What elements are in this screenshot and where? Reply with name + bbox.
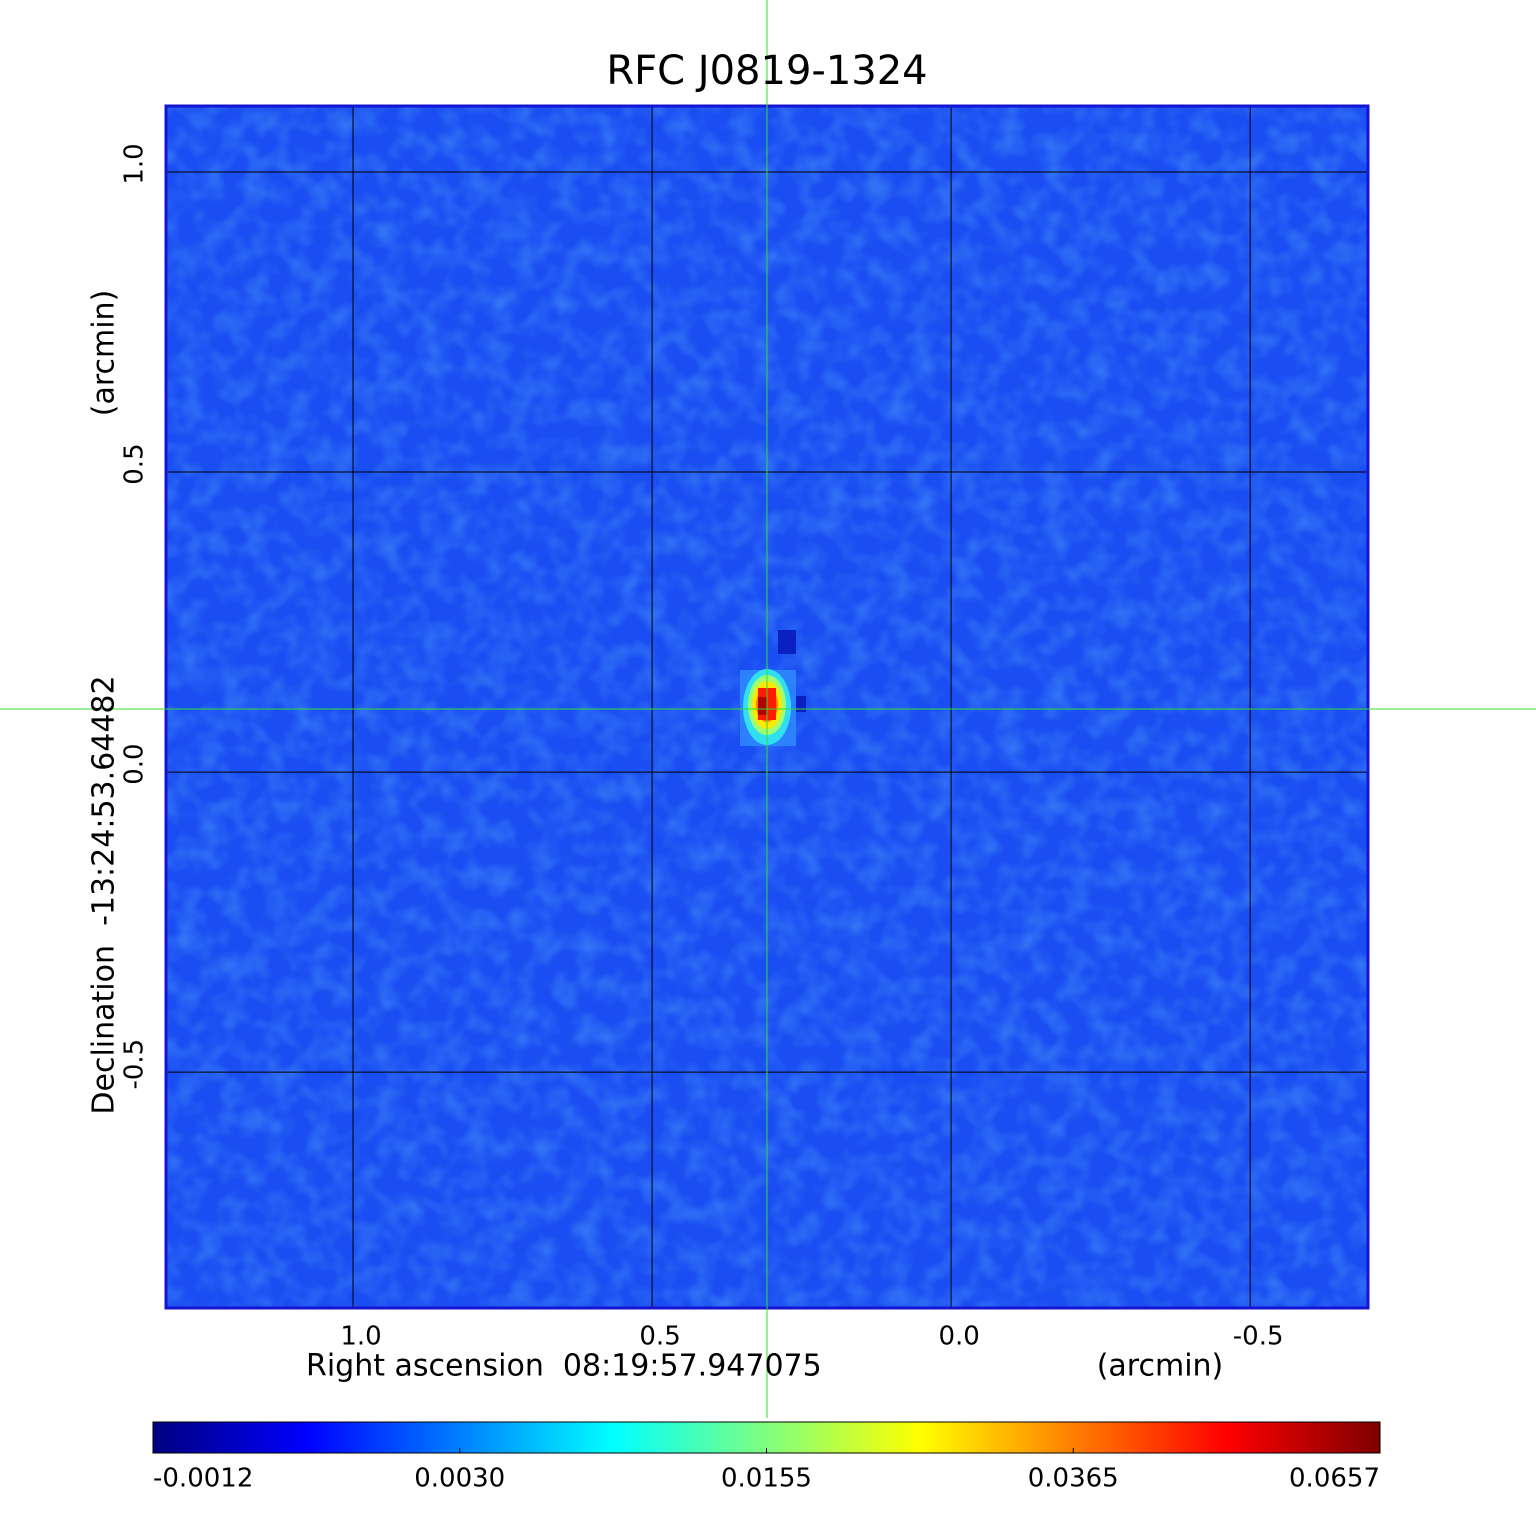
colorbar-tick-label: 0.0155 xyxy=(721,1464,812,1494)
y-axis-unit: (arcmin) xyxy=(87,290,122,417)
colorbar-tick-label: -0.0012 xyxy=(153,1464,253,1494)
x-tick-label: 1.0 xyxy=(340,1322,381,1352)
y-tick-label: 0.5 xyxy=(120,443,150,484)
colorbar xyxy=(152,1421,1381,1454)
colorbar-tick-label: 0.0365 xyxy=(1028,1464,1119,1494)
y-tick-label: 0.0 xyxy=(120,743,150,784)
colorbar-tick-label: 0.0030 xyxy=(414,1464,505,1494)
colorbar-tick-label: 0.0657 xyxy=(1289,1464,1380,1494)
y-axis-label: Declination -13:24:53.64482 xyxy=(87,675,122,1114)
x-tick-label: 0.0 xyxy=(938,1322,979,1352)
y-tick-label: -0.5 xyxy=(120,1039,150,1090)
x-axis-unit: (arcmin) xyxy=(1097,1349,1224,1384)
y-tick-label: 1.0 xyxy=(120,143,150,184)
x-tick-label: -0.5 xyxy=(1233,1322,1284,1352)
x-axis-label: Right ascension 08:19:57.947075 xyxy=(306,1349,822,1384)
x-tick-label: 0.5 xyxy=(639,1322,680,1352)
chart-title: RFC J0819-1324 xyxy=(606,48,927,94)
